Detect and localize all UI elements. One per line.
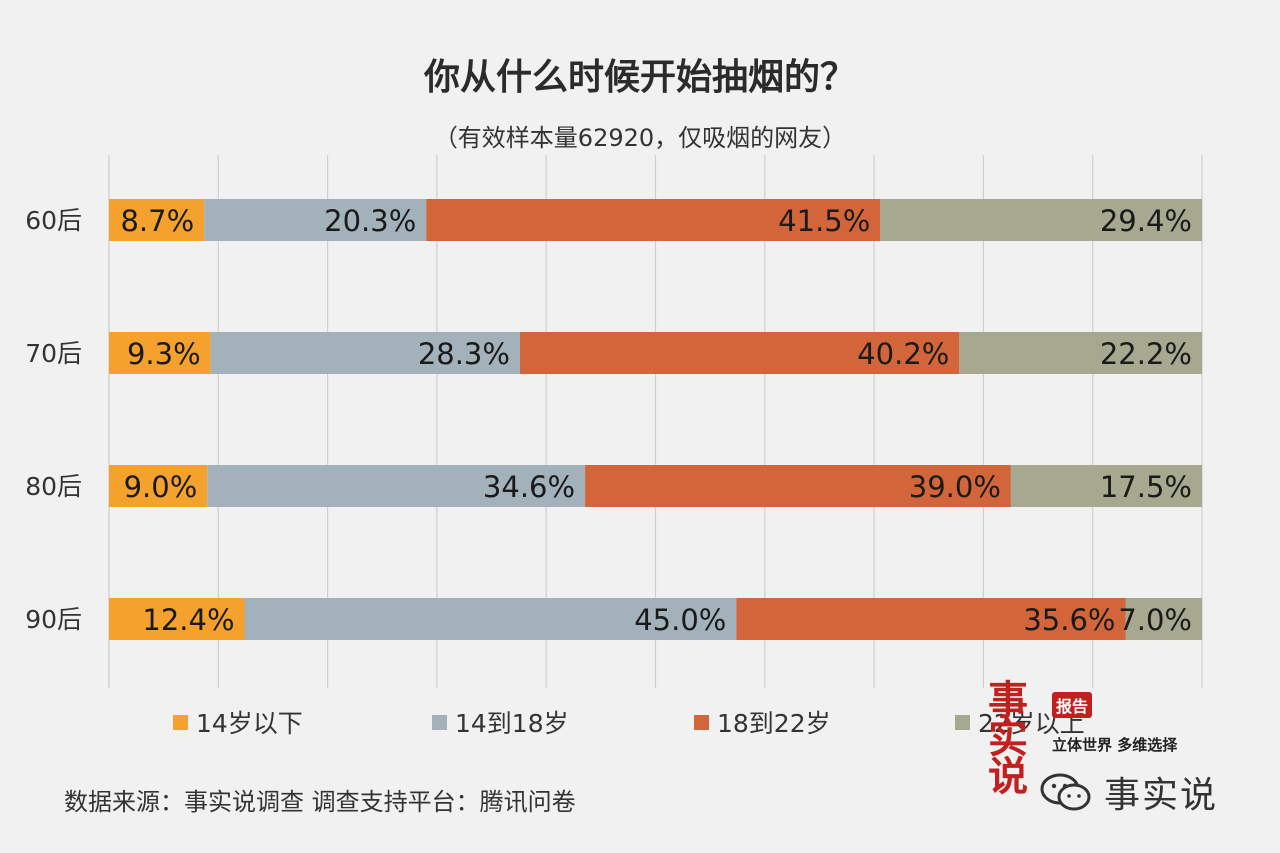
legend-swatch xyxy=(432,714,447,730)
data-label: 8.7% xyxy=(120,204,194,238)
bar-segment xyxy=(204,199,427,241)
bar-segment xyxy=(585,465,1011,507)
legend-swatch xyxy=(955,714,970,730)
category-label: 70后 xyxy=(25,339,82,368)
bar-segment xyxy=(244,598,737,640)
brand-badge: 报告 xyxy=(1052,692,1093,718)
brand-logo-text: 事实说 xyxy=(988,677,1028,800)
chart-legend: 14岁以下 14到18岁 18到22岁 22岁以上 xyxy=(0,704,1280,738)
bar-segment xyxy=(109,598,245,640)
bar-segment xyxy=(426,199,881,241)
bar-segment xyxy=(519,332,960,374)
brand-logo: 事实说 报告 立体世界 多维选择 事实说 xyxy=(984,677,1244,822)
chart-title: 你从什么时候开始抽烟的？ xyxy=(423,57,856,98)
bar-segment xyxy=(1010,465,1202,507)
data-label: 41.5% xyxy=(778,204,870,238)
legend-swatch xyxy=(173,714,188,730)
legend-item: 18到22岁 xyxy=(694,704,831,740)
data-label: 40.2% xyxy=(857,337,949,371)
category-label: 80后 xyxy=(25,472,82,501)
legend-label: 14岁以下 xyxy=(196,709,303,738)
legend-item: 22岁以上 xyxy=(955,704,1085,740)
wechat-account-name: 事实说 xyxy=(1104,775,1219,816)
bar-segment xyxy=(959,332,1202,374)
bar-segment xyxy=(210,332,520,374)
data-label: 29.4% xyxy=(1100,204,1192,238)
wechat-icon xyxy=(1040,773,1091,811)
data-label: 9.3% xyxy=(127,337,201,371)
data-source-note: 数据来源：事实说调查 调查支持平台：腾讯问卷 xyxy=(64,788,576,816)
data-label: 28.3% xyxy=(418,337,510,371)
data-label: 35.6% xyxy=(1023,603,1115,637)
data-label: 9.0% xyxy=(124,470,198,504)
wechat-account: 事实说 xyxy=(1038,766,1218,818)
data-label: 34.6% xyxy=(483,470,575,504)
data-label: 12.4% xyxy=(142,603,234,637)
data-label: 7.0% xyxy=(1118,603,1192,637)
bar-segment xyxy=(207,465,586,507)
bar-segment xyxy=(109,332,211,374)
bar-segment xyxy=(736,598,1126,640)
data-label: 39.0% xyxy=(909,470,1001,504)
bar-segment xyxy=(109,465,208,507)
legend-item: 14到18岁 xyxy=(432,704,569,740)
bar-segment xyxy=(880,199,1202,241)
chart-subtitle: （有效样本量62920，仅吸烟的网友） xyxy=(433,124,847,152)
data-label: 20.3% xyxy=(324,204,416,238)
legend-label: 14到18岁 xyxy=(455,709,569,738)
data-label: 45.0% xyxy=(634,603,726,637)
legend-swatch xyxy=(694,714,709,730)
data-label: 22.2% xyxy=(1100,337,1192,371)
legend-item: 14岁以下 xyxy=(173,704,303,740)
data-label: 17.5% xyxy=(1100,470,1192,504)
bar-segment xyxy=(1125,598,1202,640)
category-label: 60后 xyxy=(25,206,82,235)
category-label: 90后 xyxy=(25,605,82,634)
brand-slogan: 立体世界 多维选择 xyxy=(1052,736,1178,754)
legend-label: 18到22岁 xyxy=(717,709,831,738)
bar-segment xyxy=(109,199,205,241)
